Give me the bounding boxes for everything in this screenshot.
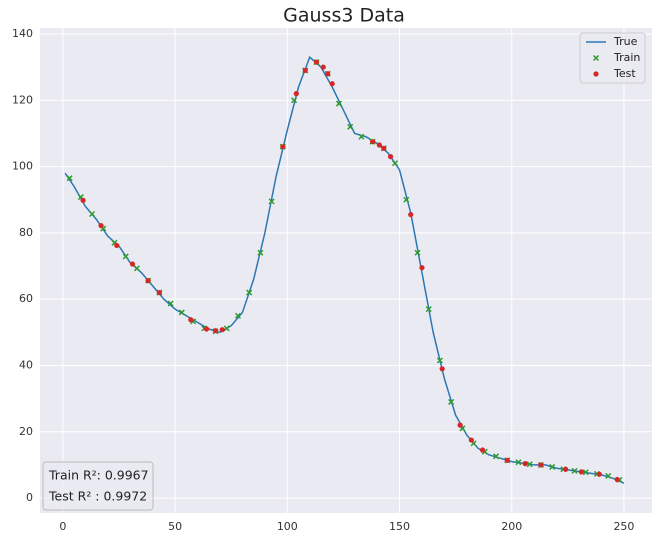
test-point	[212, 328, 219, 334]
train-point	[425, 306, 432, 313]
test-point	[408, 212, 414, 218]
train-point	[122, 253, 129, 260]
annotation: Train R²: 0.9967	[48, 468, 149, 483]
y-tick-label: 60	[19, 292, 33, 305]
train-point	[335, 100, 342, 107]
train-point	[526, 461, 533, 468]
test-point	[156, 289, 162, 296]
test-point	[302, 67, 308, 74]
test-point	[114, 242, 120, 249]
test-point	[419, 265, 425, 271]
annotation-box	[42, 461, 154, 511]
train-point	[414, 249, 421, 256]
train-point	[89, 210, 96, 218]
y-tick-label: 120	[12, 93, 33, 106]
train-point	[257, 249, 264, 256]
test-point	[188, 317, 194, 323]
legend-box	[579, 32, 646, 84]
test-point	[293, 91, 299, 97]
test-point	[504, 457, 510, 463]
test-point	[369, 139, 376, 145]
test-point	[522, 461, 528, 467]
test-point	[280, 144, 286, 150]
test-point	[479, 447, 486, 453]
train-point	[392, 160, 399, 167]
test-point	[98, 222, 104, 229]
test-point	[320, 64, 326, 70]
train-point	[66, 175, 73, 182]
train-point	[223, 325, 230, 332]
test-point	[145, 278, 151, 284]
test-point	[468, 437, 474, 443]
train-point	[605, 472, 612, 479]
test-point	[578, 469, 584, 475]
y-tick-label: 140	[12, 27, 33, 40]
test-point	[129, 261, 136, 267]
test-point	[203, 326, 210, 332]
x-tick-label: 50	[168, 520, 182, 533]
x-tick-label: 100	[277, 520, 298, 533]
annotation: Test R² : 0.9972	[48, 489, 147, 504]
train-point	[268, 198, 275, 205]
test-point	[596, 471, 602, 477]
x-tick-label: 200	[501, 520, 522, 533]
y-tick-label: 80	[19, 226, 33, 239]
train-point	[234, 312, 241, 319]
train-point	[492, 453, 500, 460]
test-point	[614, 476, 620, 483]
train-point	[358, 133, 365, 140]
legend-label: Train	[613, 51, 640, 64]
train-point	[549, 463, 556, 470]
train-point	[167, 300, 174, 307]
test-point	[457, 422, 463, 428]
test-point	[538, 462, 544, 468]
test-point	[387, 154, 394, 160]
y-tick-label: 40	[19, 358, 33, 371]
test-point	[329, 81, 335, 87]
train-point	[515, 459, 522, 466]
train-point	[347, 123, 354, 130]
legend-label: Test	[613, 67, 636, 80]
train-point	[571, 467, 578, 474]
test-point	[219, 327, 225, 333]
test-point	[562, 466, 569, 472]
train-point	[436, 357, 443, 364]
test-point	[381, 145, 387, 151]
legend-marker	[593, 71, 599, 77]
y-tick-label: 0	[26, 491, 33, 504]
test-point	[376, 142, 382, 148]
x-tick-label: 0	[59, 520, 66, 533]
x-tick-label: 250	[613, 520, 634, 533]
train-point	[178, 309, 185, 316]
test-point	[313, 59, 320, 65]
train-point	[448, 398, 455, 405]
train-point	[403, 196, 410, 203]
test-point	[325, 71, 331, 77]
train-point	[582, 469, 589, 476]
test-point	[80, 197, 86, 203]
chart-title: Gauss3 Data	[283, 5, 405, 27]
train-point	[291, 97, 298, 104]
x-tick-label: 150	[389, 520, 410, 533]
y-tick-label: 100	[12, 160, 33, 173]
legend-label: True	[613, 35, 638, 48]
train-point	[246, 289, 253, 296]
legend-marker	[592, 54, 600, 62]
y-tick-label: 20	[19, 425, 33, 438]
train-point	[133, 265, 140, 272]
test-point	[439, 366, 445, 372]
